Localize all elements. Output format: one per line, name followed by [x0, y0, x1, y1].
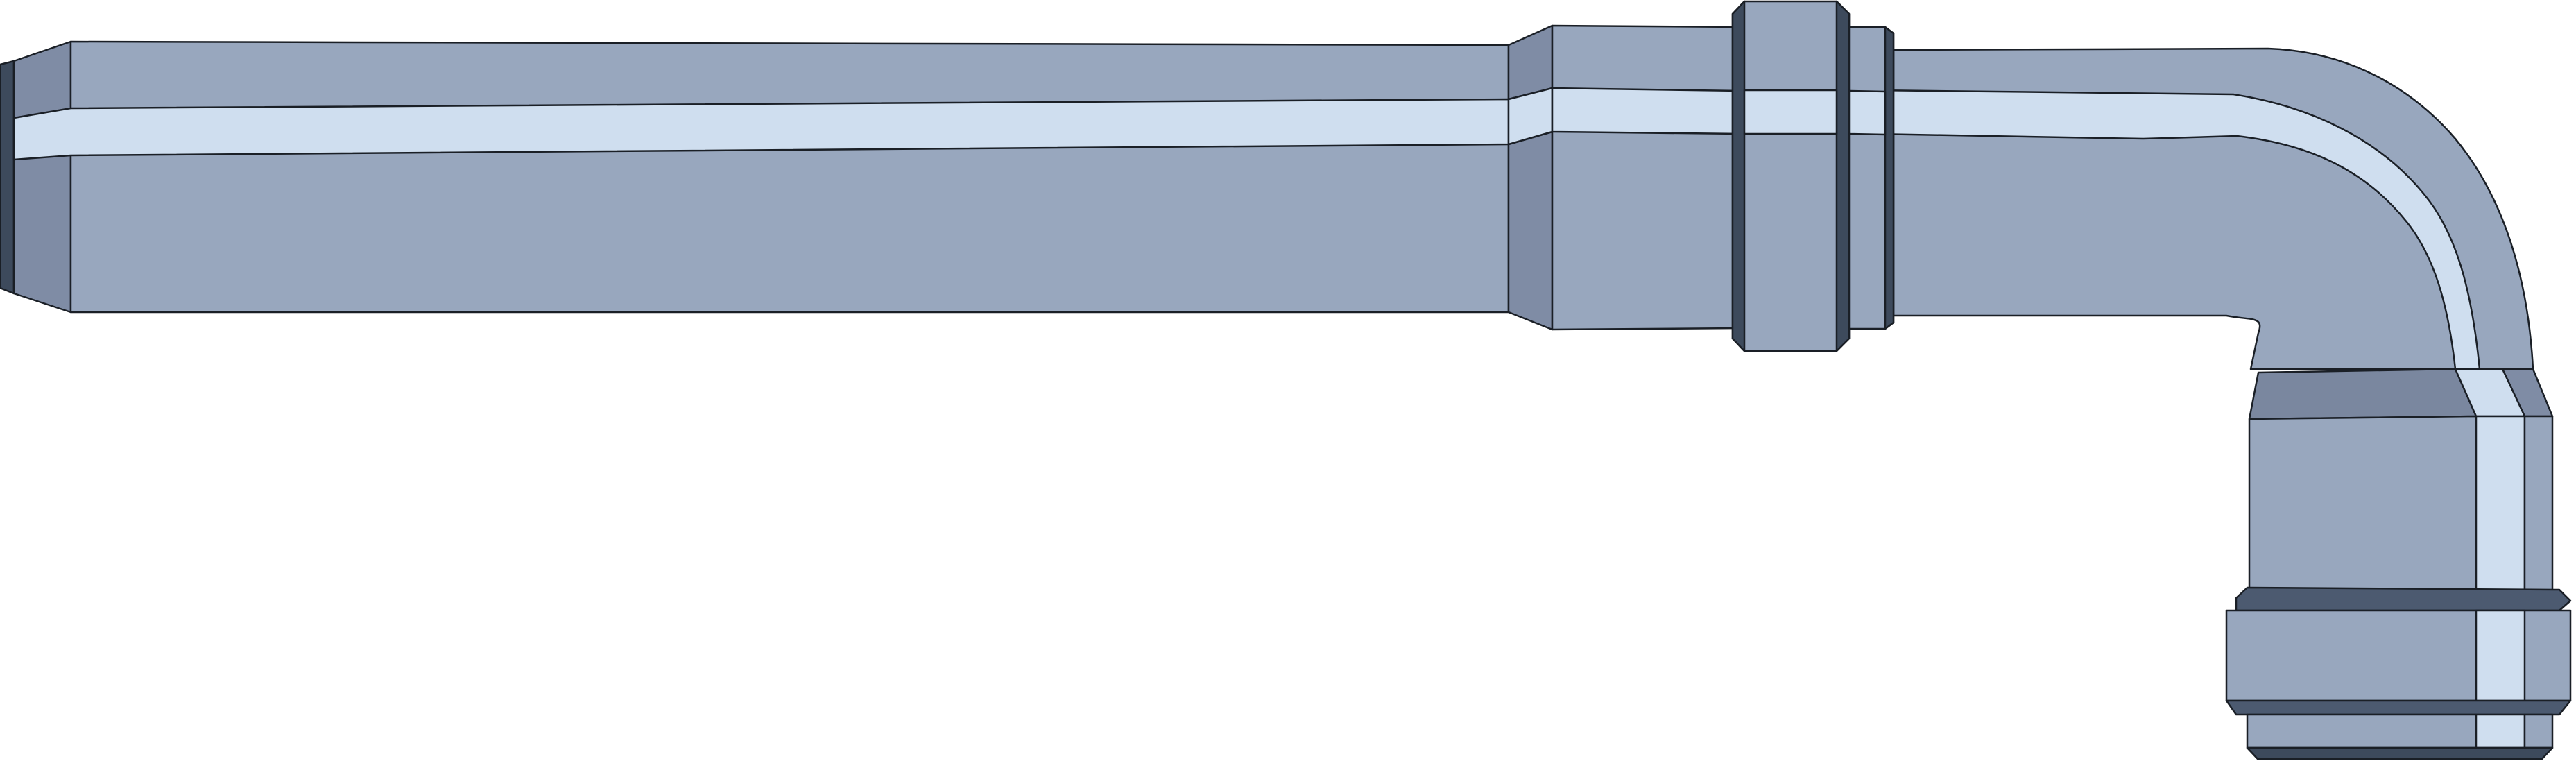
straight-pipe-body [69, 40, 1510, 314]
bottom-pipe-end-highlight [2475, 713, 2526, 749]
vertical-pipe-section [2248, 415, 2554, 612]
transition-collar [1507, 24, 1742, 331]
vertical-pipe-highlight-stripe [2475, 415, 2526, 612]
large-clamp-ring [1731, 0, 1851, 352]
bottom-clamp-highlight [2475, 609, 2526, 702]
left-end-bevel [12, 40, 72, 314]
vertical-pipe-body [2248, 415, 2478, 612]
bottom-pipe-end-right [2523, 713, 2554, 749]
bottom-clamp-ring [2225, 586, 2572, 716]
straight-pipe-section [12, 40, 1510, 314]
bottom-pipe-end [2246, 713, 2554, 760]
bottom-pipe-end-body [2246, 713, 2478, 749]
collar-bevel-top [1507, 24, 1554, 101]
thin-ring [1848, 26, 1895, 330]
collar-body [1551, 24, 1742, 331]
thin-ring-edge [1884, 26, 1895, 330]
elbow-section [1871, 47, 2534, 370]
thin-ring-highlight [1848, 89, 1887, 136]
lower-transition-bevel [2248, 368, 2478, 420]
large-clamp-right-edge [1835, 0, 1851, 352]
bottom-clamp-top-band [2235, 586, 2572, 612]
large-clamp-outer-band [1731, 0, 1851, 352]
collar-body-highlight [1551, 87, 1742, 135]
left-end-cap [0, 40, 72, 314]
large-clamp-left-edge [1731, 0, 1746, 352]
collar-bevel-bottom [1507, 130, 1554, 331]
left-end-cap-rim [0, 60, 15, 295]
large-clamp-highlight [1743, 89, 1838, 135]
lower-transition [2248, 368, 2554, 420]
bottom-clamp-band-middle [2225, 699, 2572, 716]
bottom-pipe-end-rim [2246, 746, 2554, 760]
vertical-pipe-right-side [2523, 415, 2554, 612]
